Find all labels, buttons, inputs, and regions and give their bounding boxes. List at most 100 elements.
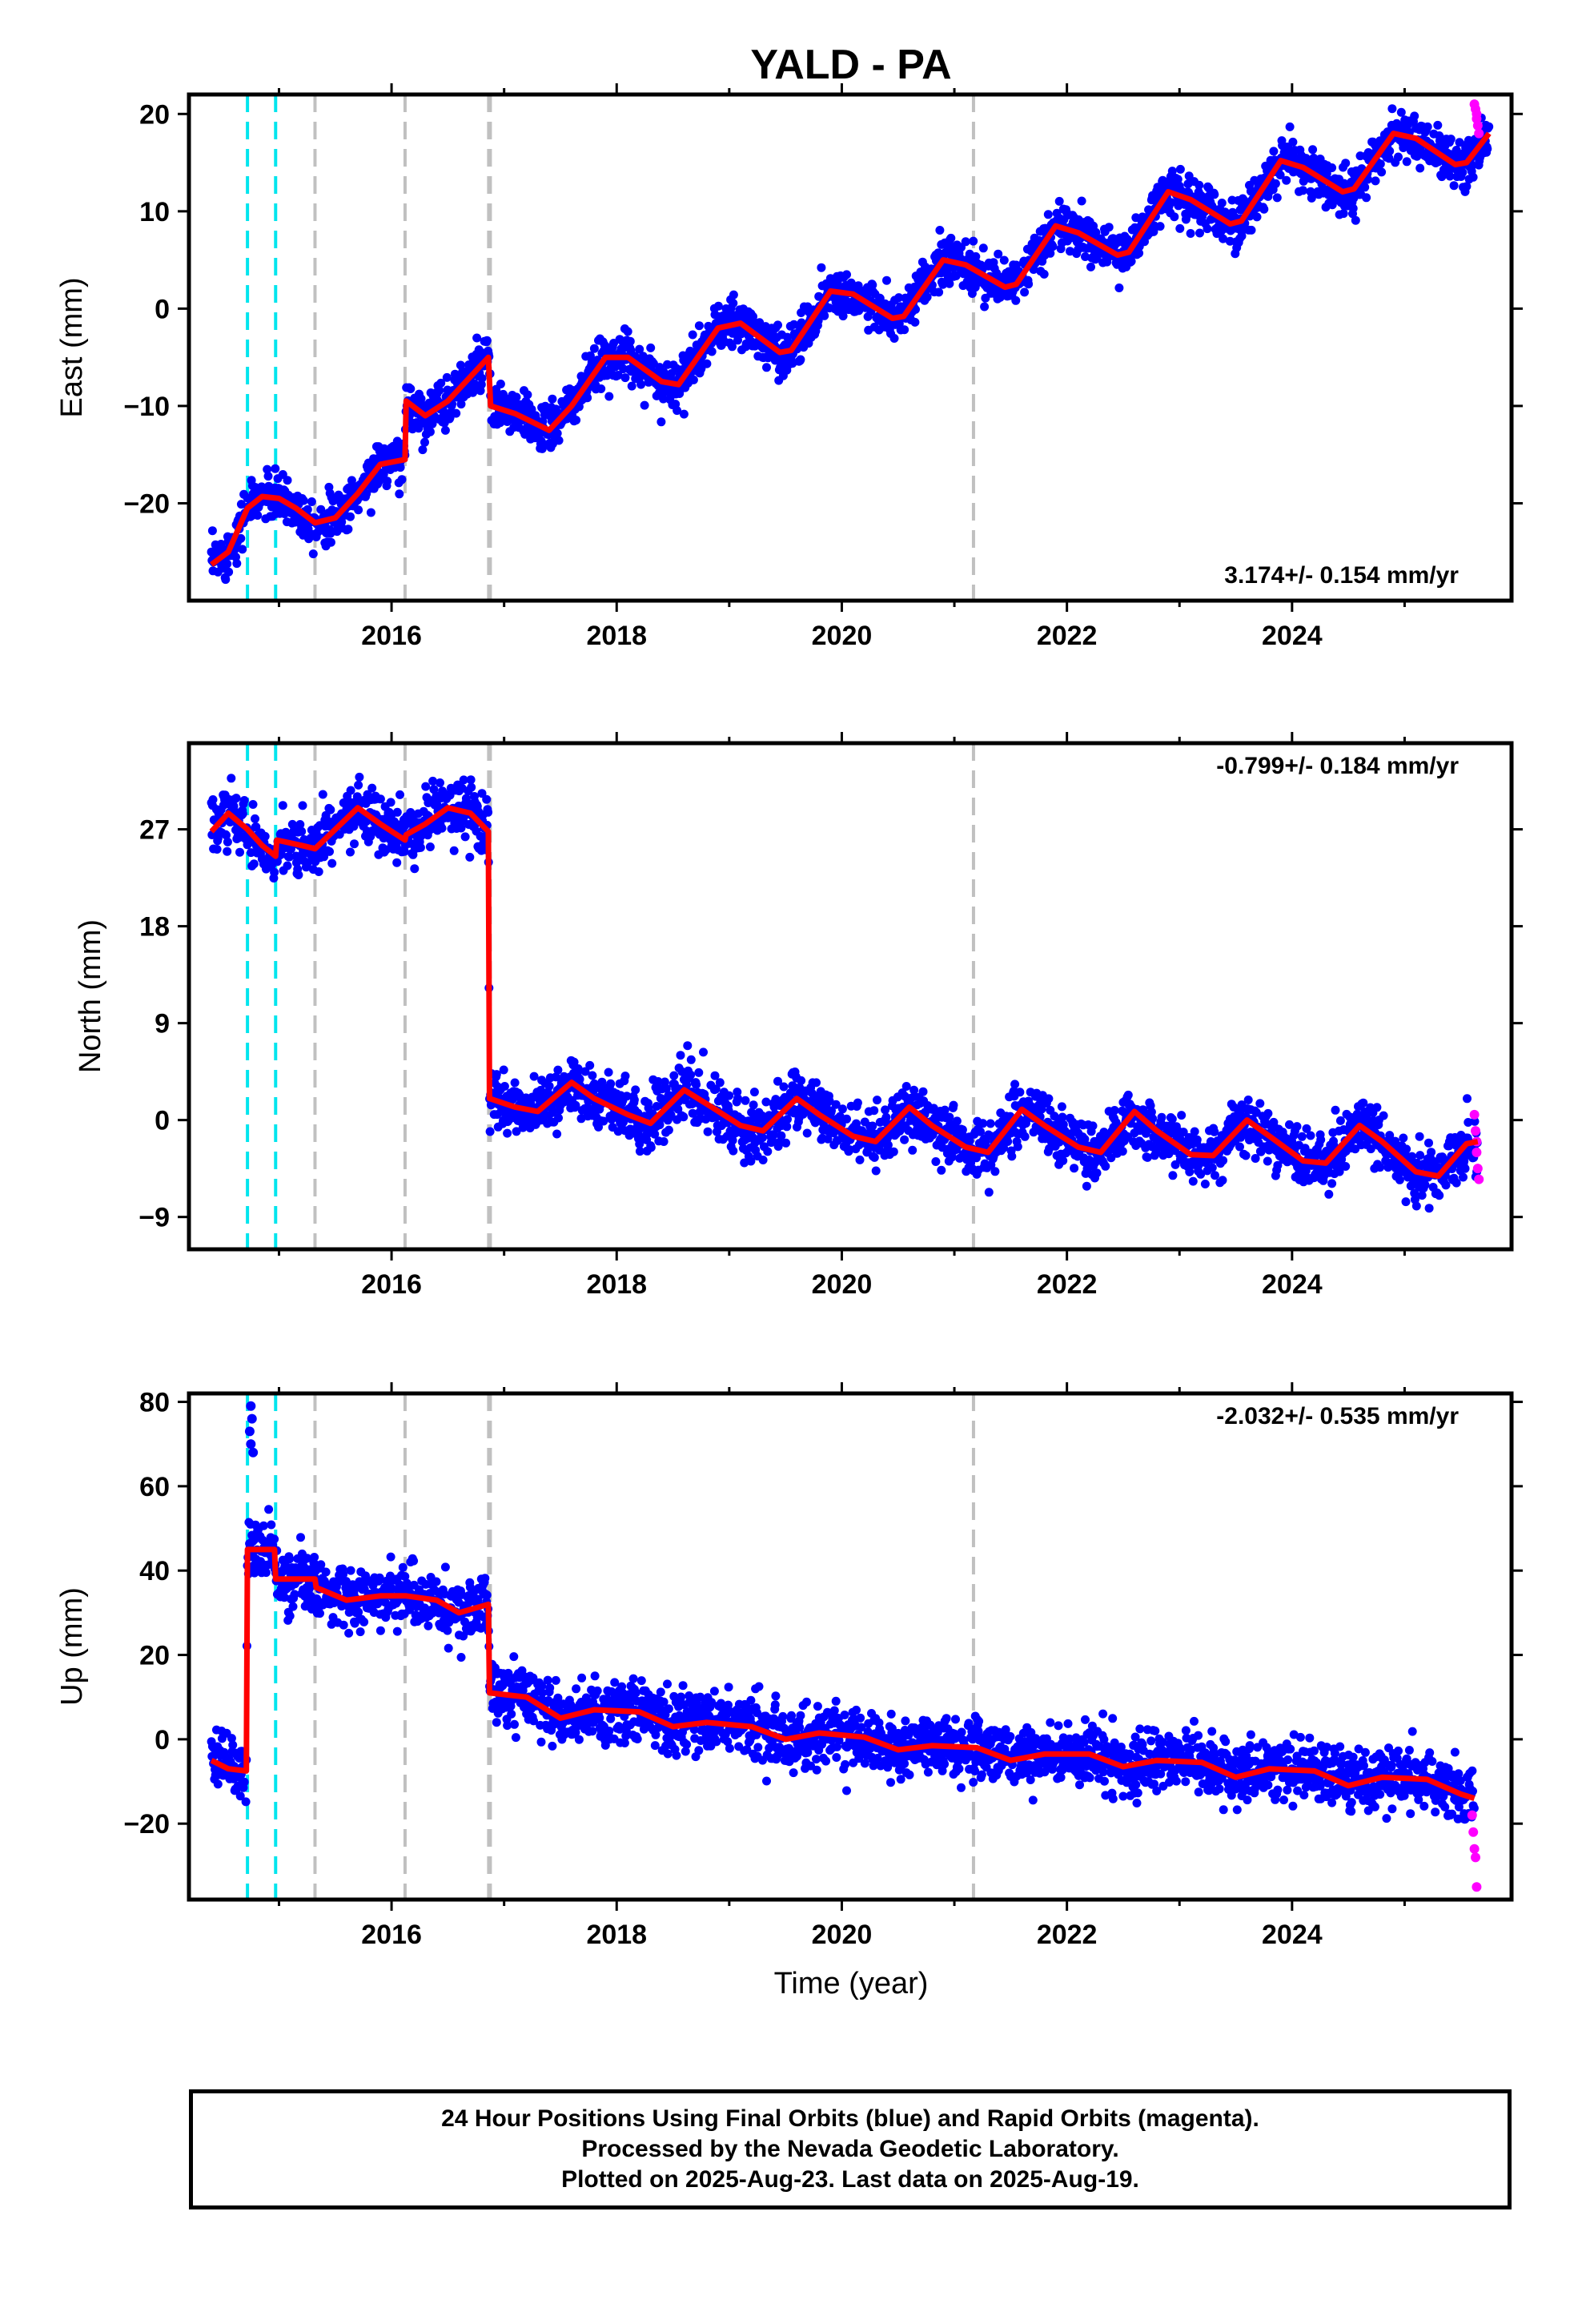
north-data-point: [982, 1136, 990, 1146]
north-data-point: [510, 1078, 520, 1088]
north-data-point: [291, 858, 301, 867]
east-data-point: [838, 312, 848, 321]
north-data-point: [1316, 1135, 1326, 1144]
north-data-point: [733, 1088, 742, 1097]
north-data-point: [283, 861, 292, 870]
east-data-point: [1173, 175, 1182, 184]
north-data-point: [1424, 1138, 1433, 1148]
north-data-point: [467, 782, 476, 792]
north-data-point: [326, 805, 335, 814]
north-data-point: [1058, 1156, 1068, 1165]
north-data-point: [492, 1070, 501, 1080]
north-data-point: [869, 1152, 879, 1162]
north-data-point: [294, 870, 303, 879]
north-data-point: [699, 1047, 708, 1057]
north-data-point: [889, 1147, 898, 1156]
north-data-point: [222, 830, 231, 840]
north-data-point: [1148, 1114, 1158, 1124]
north-data-point: [673, 1104, 683, 1114]
east-data-point: [971, 251, 981, 261]
east-data-point: [477, 373, 487, 383]
north-data-point: [449, 846, 459, 855]
north-data-point: [741, 1096, 750, 1105]
east-x-tick-label: 2020: [812, 621, 873, 651]
east-data-point: [1219, 234, 1228, 243]
north-data-point: [1106, 1153, 1116, 1163]
north-data-point: [350, 839, 359, 849]
east-data-point: [728, 342, 737, 352]
east-data-point: [689, 375, 698, 384]
north-data-point: [949, 1100, 958, 1110]
north-data-point: [1218, 1176, 1227, 1185]
north-data-point: [1003, 1137, 1013, 1146]
north-data-point: [781, 1138, 791, 1148]
north-data-point: [715, 1078, 725, 1088]
east-data-point: [961, 237, 970, 247]
east-data-point: [482, 336, 492, 345]
east-data-point: [1385, 147, 1395, 156]
east-data-point: [969, 236, 978, 246]
east-data-point: [656, 417, 666, 427]
north-data-point: [1211, 1171, 1219, 1180]
east-data-point: [1043, 210, 1053, 219]
east-data-point: [253, 511, 263, 520]
north-data-point: [1324, 1189, 1334, 1199]
east-data-point: [640, 400, 649, 410]
north-data-point: [1037, 1104, 1046, 1114]
east-data-point: [238, 545, 247, 554]
north-data-point: [1341, 1162, 1351, 1171]
east-data-point: [613, 371, 623, 380]
east-plot-area: [207, 94, 1494, 601]
east-data-point: [283, 476, 292, 485]
east-data-point: [935, 226, 945, 235]
east-data-point: [299, 496, 308, 505]
north-data-point: [466, 775, 476, 785]
east-data-point: [1394, 152, 1403, 162]
east-data-point: [1455, 138, 1464, 147]
east-data-point: [383, 476, 392, 486]
north-data-point: [223, 837, 232, 846]
east-data-point: [436, 378, 446, 388]
north-data-point: [1007, 1152, 1017, 1161]
east-data-point: [263, 472, 273, 481]
north-data-point: [465, 852, 475, 862]
east-data-point: [1351, 215, 1360, 225]
east-data-point: [425, 427, 435, 436]
north-data-point: [278, 801, 287, 810]
north-data-point: [416, 842, 425, 852]
north-data-point: [354, 780, 363, 790]
east-data-point: [1360, 183, 1370, 192]
east-y-tick-label: 0: [155, 294, 170, 324]
east-data-point: [362, 489, 371, 498]
north-data-point: [346, 847, 355, 857]
east-data-point: [882, 275, 891, 285]
north-data-point: [512, 1127, 521, 1136]
north-data-point: [553, 1065, 563, 1075]
east-data-point: [713, 301, 723, 311]
north-data-point: [227, 774, 236, 783]
north-data-point: [355, 772, 364, 782]
north-data-point: [248, 800, 258, 809]
north-data-point: [686, 1055, 696, 1064]
east-data-point: [236, 500, 246, 509]
north-data-point: [396, 790, 404, 799]
east-data-point: [1210, 190, 1219, 199]
north-data-point: [249, 859, 259, 869]
north-data-point: [901, 1082, 911, 1091]
east-data-point: [635, 344, 644, 354]
north-data-point: [728, 1136, 737, 1145]
north-data-point: [599, 1116, 608, 1126]
north-data-point: [1366, 1144, 1375, 1154]
north-data-point: [484, 807, 493, 817]
east-data-point: [922, 292, 932, 302]
north-data-point: [725, 1091, 734, 1100]
east-data-point: [817, 263, 826, 272]
east-data-point: [343, 525, 353, 534]
east-data-point: [625, 336, 635, 346]
north-data-point: [1375, 1163, 1385, 1172]
east-data-point: [470, 379, 479, 388]
north-data-point: [1178, 1128, 1188, 1137]
east-y-tick-label: 20: [139, 99, 170, 130]
east-data-point: [1155, 222, 1165, 231]
north-data-point: [459, 775, 468, 785]
